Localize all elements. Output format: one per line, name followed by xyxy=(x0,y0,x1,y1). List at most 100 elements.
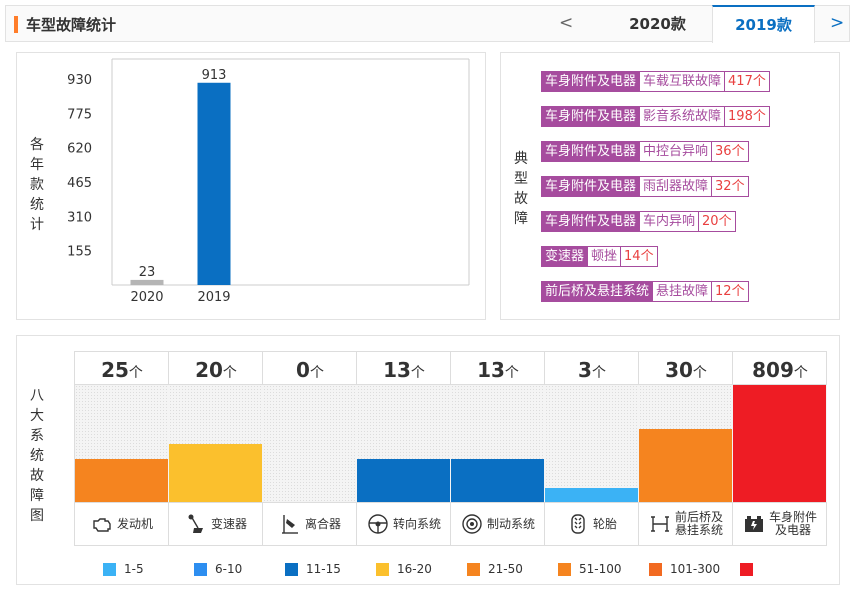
system-label: 车身附件 及电器 xyxy=(733,502,827,546)
year-stats-panel: 各年款统计 155 310 465 620 775 930 23 2020 913 2019 xyxy=(16,52,486,320)
system-label: 转向系统 xyxy=(357,502,451,546)
system-label: 发动机 xyxy=(75,502,169,546)
fault-name-tag: 悬挂故障 xyxy=(653,281,713,302)
system-label-text: 变速器 xyxy=(210,516,247,531)
legend-item: 21-50 xyxy=(467,562,558,576)
system-count-unit: 个 xyxy=(504,365,519,381)
next-arrow-button[interactable]: > xyxy=(830,13,845,33)
legend-item: 51-100 xyxy=(558,562,649,576)
system-label-text: 离合器 xyxy=(304,516,341,531)
fault-tag-row[interactable]: 车身附件及电器 中控台异响 36个 xyxy=(541,141,770,162)
fault-tag-list: 车身附件及电器 车载互联故障 417个 车身附件及电器 影音系统故障 198个 车身附件及电… xyxy=(541,71,770,316)
header-bar: 车型故障统计 < 2020款 2019款 > xyxy=(5,5,850,43)
system-count-unit: 个 xyxy=(410,365,425,381)
system-level-fill xyxy=(75,458,168,502)
system-column[interactable]: 25个发动机 xyxy=(75,351,169,546)
system-count: 30个 xyxy=(639,351,733,385)
system-count: 20个 xyxy=(169,351,263,385)
fault-name-tag: 车载互联故障 xyxy=(640,71,726,92)
system-label-text: 轮胎 xyxy=(592,516,617,531)
fault-tag-row[interactable]: 车身附件及电器 车载互联故障 417个 xyxy=(541,71,770,92)
legend-item: 11-15 xyxy=(285,562,376,576)
system-column[interactable]: 30个 前后桥及 悬挂系统 xyxy=(639,351,733,546)
system-column[interactable]: 809个车身附件 及电器 xyxy=(733,351,827,546)
systems-grid: 25个 发动机 20个 变速器 0个 离合器 13个 转向系统 13个 制动系统 3个 轮胎 30个 前后… xyxy=(74,351,827,546)
legend-swatch xyxy=(649,562,662,576)
system-level-plot xyxy=(639,385,733,502)
prev-arrow-button[interactable]: < xyxy=(559,13,574,33)
fault-count-tag: 20个 xyxy=(699,211,736,232)
fault-tag-row[interactable]: 车身附件及电器 雨刮器故障 32个 xyxy=(541,176,770,197)
fault-tag-row[interactable]: 车身附件及电器 影音系统故障 198个 xyxy=(541,106,770,127)
system-level-fill xyxy=(357,458,450,502)
legend-swatch xyxy=(194,562,207,576)
system-label: 轮胎 xyxy=(545,502,639,546)
system-column[interactable]: 13个制动系统 xyxy=(451,351,545,546)
system-column[interactable]: 3个轮胎 xyxy=(545,351,639,546)
system-level-fill xyxy=(545,487,638,502)
y-tick-label: 310 xyxy=(67,210,92,225)
system-column[interactable]: 13个转向系统 xyxy=(357,351,451,546)
system-count-number: 13 xyxy=(477,358,505,382)
typical-faults-panel: 典型故障 车身附件及电器 车载互联故障 417个 车身附件及电器 影音系统故障 198个车… xyxy=(500,52,840,320)
system-label-line: 车身附件 xyxy=(768,510,817,524)
system-label-line: 及电器 xyxy=(774,523,811,537)
bar-value-label: 913 xyxy=(202,68,227,83)
system-label-line: 前后桥及 xyxy=(674,510,723,524)
system-column[interactable]: 0个 离合器 xyxy=(263,351,357,546)
fault-category-tag: 车身附件及电器 xyxy=(541,176,641,197)
system-count-number: 30 xyxy=(665,358,693,382)
systems-label: 八大系统故障图 xyxy=(30,388,44,524)
fault-category-tag: 车身附件及电器 xyxy=(541,141,641,162)
system-level-fill xyxy=(451,458,544,502)
fault-name-tag: 中控台异响 xyxy=(640,141,713,162)
title-accent-bar xyxy=(14,16,18,33)
system-count-unit: 个 xyxy=(128,365,143,381)
fault-tag-row[interactable]: 前后桥及悬挂系统 悬挂故障 12个 xyxy=(541,281,770,302)
tab-2020[interactable]: 2020款 xyxy=(629,15,686,33)
legend-label: 101-300 xyxy=(670,562,721,576)
system-column[interactable]: 20个变速器 xyxy=(169,351,263,546)
system-count: 25个 xyxy=(75,351,169,385)
clutch-pedal-icon xyxy=(281,515,298,534)
system-label-text: 制动系统 xyxy=(486,516,535,531)
system-level-plot xyxy=(263,385,357,502)
system-count: 809个 xyxy=(733,351,827,385)
fault-category-tag: 车身附件及电器 xyxy=(541,71,641,92)
fault-count-tag: 36个 xyxy=(712,141,749,162)
fault-tag-row[interactable]: 变速器 顿挫 14个 xyxy=(541,246,770,267)
system-level-plot xyxy=(451,385,545,502)
system-level-plot xyxy=(733,385,827,502)
fault-count-tag: 417个 xyxy=(725,71,770,92)
fault-category-tag: 前后桥及悬挂系统 xyxy=(541,281,654,302)
system-count-number: 13 xyxy=(383,358,411,382)
system-level-plot xyxy=(545,385,639,502)
year-bar xyxy=(130,279,164,285)
legend-label: 51-100 xyxy=(579,562,622,576)
system-count-unit: 个 xyxy=(591,365,606,381)
legend-label: 1-5 xyxy=(124,562,144,576)
system-level-fill xyxy=(639,429,732,502)
fault-tag-row[interactable]: 车身附件及电器 车内异响 20个 xyxy=(541,211,770,232)
system-label: 离合器 xyxy=(263,502,357,546)
system-label-text: 车身附件 及电器 xyxy=(769,511,817,537)
fault-category-tag: 车身附件及电器 xyxy=(541,211,641,232)
y-tick-label: 775 xyxy=(67,107,92,122)
legend-label: 16-20 xyxy=(397,562,432,576)
system-count-number: 809 xyxy=(752,358,794,382)
y-tick-label: 155 xyxy=(67,245,92,260)
system-label: 制动系统 xyxy=(451,502,545,546)
tab-2019[interactable]: 2019款 xyxy=(712,5,815,43)
legend-swatch xyxy=(467,562,480,576)
fault-category-tag: 变速器 xyxy=(541,246,589,267)
legend-swatch xyxy=(376,562,389,576)
legend-item: 16-20 xyxy=(376,562,467,576)
fault-count-tag: 12个 xyxy=(712,281,749,302)
system-label-text: 发动机 xyxy=(116,516,153,531)
x-tick-label: 2020 xyxy=(130,290,163,305)
system-count-unit: 个 xyxy=(222,365,237,381)
system-count-number: 3 xyxy=(578,358,592,382)
fault-category-tag: 车身附件及电器 xyxy=(541,106,641,127)
system-level-fill xyxy=(169,443,262,502)
